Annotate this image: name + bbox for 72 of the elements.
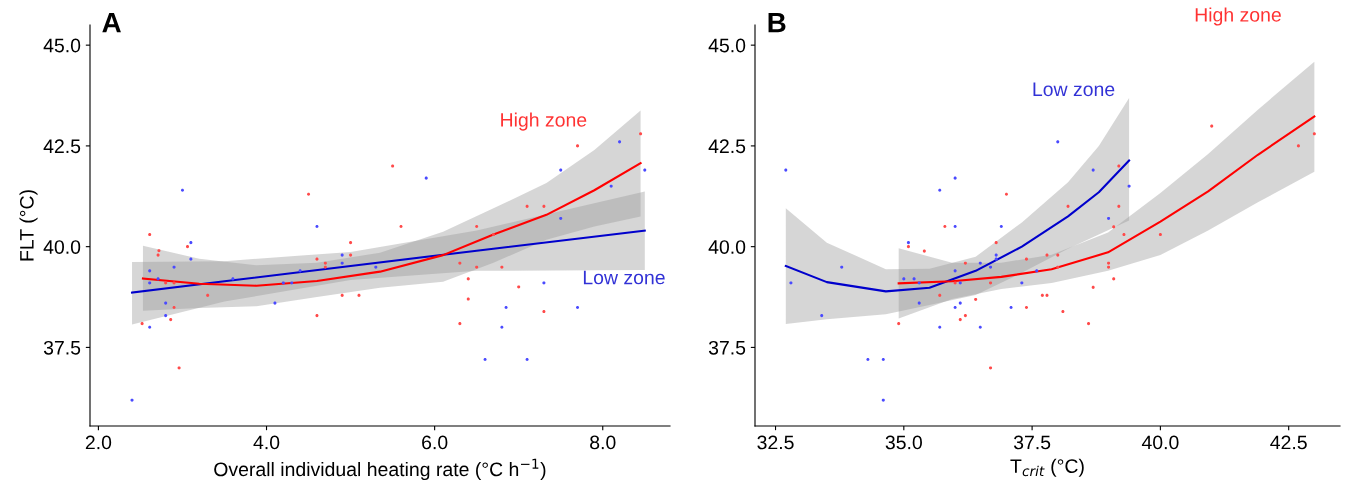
x-axis-title: T$_{crit}$ (°C) bbox=[1010, 458, 1084, 477]
point bbox=[458, 261, 462, 265]
point bbox=[475, 224, 479, 229]
point bbox=[491, 233, 496, 237]
point bbox=[273, 301, 277, 305]
x-tick-label: 2.0 bbox=[85, 435, 112, 450]
point bbox=[231, 277, 235, 281]
point bbox=[988, 366, 993, 370]
point bbox=[609, 184, 613, 188]
point bbox=[399, 224, 403, 229]
y-tick-label: 42.5 bbox=[43, 139, 81, 154]
point bbox=[542, 281, 546, 285]
y-tick-label: 40.0 bbox=[43, 240, 81, 254]
point bbox=[1158, 233, 1162, 237]
point bbox=[897, 322, 901, 326]
series-label: Low zone bbox=[583, 270, 665, 285]
point bbox=[1066, 204, 1070, 208]
y-tick-label: 45.0 bbox=[43, 38, 81, 53]
x-tick-label: 42.5 bbox=[1270, 435, 1307, 450]
point bbox=[340, 253, 344, 257]
point bbox=[148, 325, 152, 329]
point bbox=[881, 398, 885, 402]
point bbox=[906, 241, 910, 245]
point bbox=[164, 314, 168, 318]
chart-title: B bbox=[768, 13, 786, 33]
point bbox=[1056, 265, 1060, 269]
y-tick-label: 40.0 bbox=[708, 240, 746, 254]
x-tick-label: 8.0 bbox=[590, 435, 616, 450]
point bbox=[357, 293, 361, 297]
y-tick-label: 42.5 bbox=[708, 139, 746, 154]
x-tick-label: 4.0 bbox=[253, 435, 280, 450]
x-tick-label: 6.0 bbox=[422, 435, 448, 450]
point bbox=[575, 305, 580, 310]
line-series bbox=[784, 159, 1131, 293]
point bbox=[340, 261, 344, 265]
x-tick-label: 32.5 bbox=[757, 435, 794, 450]
point bbox=[978, 325, 982, 329]
text: Low zone bbox=[1033, 82, 1115, 97]
point bbox=[953, 176, 957, 180]
point bbox=[789, 281, 793, 285]
point bbox=[298, 269, 302, 273]
point bbox=[963, 314, 967, 318]
point bbox=[994, 257, 998, 261]
point bbox=[148, 233, 152, 237]
x-tick-label: 37.5 bbox=[1013, 435, 1051, 450]
y-tick-label: 37.5 bbox=[708, 340, 746, 355]
x-tick-label: 35.0 bbox=[885, 435, 922, 450]
point bbox=[169, 318, 173, 322]
line-series bbox=[897, 115, 1316, 285]
point bbox=[938, 293, 942, 297]
x-axis-title: Overall individual heating rate (°C h$^{−1}$) bbox=[214, 458, 546, 481]
y-tick-label: 45.0 bbox=[708, 38, 746, 53]
point bbox=[974, 297, 978, 302]
point bbox=[1040, 293, 1044, 297]
point bbox=[1107, 216, 1111, 220]
point bbox=[206, 293, 210, 297]
point bbox=[1087, 322, 1091, 326]
text: High zone bbox=[501, 112, 587, 131]
point bbox=[189, 257, 193, 261]
point bbox=[938, 188, 942, 192]
y-axis-title: FLT (°C) bbox=[19, 190, 38, 261]
point bbox=[938, 325, 942, 329]
chart-title: A bbox=[102, 13, 121, 33]
text: High zone bbox=[1195, 7, 1281, 26]
point bbox=[349, 241, 353, 245]
point bbox=[374, 265, 378, 269]
y-tick-label: 37.5 bbox=[43, 340, 81, 355]
point bbox=[1045, 293, 1049, 297]
point bbox=[1024, 305, 1029, 310]
x-tick-label: 40.0 bbox=[1141, 435, 1179, 450]
point bbox=[185, 245, 190, 249]
point bbox=[906, 245, 910, 249]
